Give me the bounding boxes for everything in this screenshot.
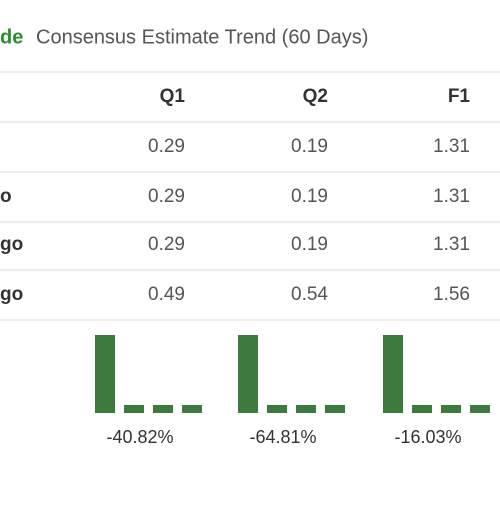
- row-label: go: [0, 234, 23, 255]
- cell-value: 0.49: [148, 284, 185, 305]
- trend-bar: [383, 335, 403, 413]
- trend-bar: [124, 405, 144, 413]
- cell-value: 0.19: [291, 136, 328, 157]
- cell-value: 1.56: [433, 284, 470, 305]
- trend-bar: [441, 405, 461, 413]
- cell-value: 0.19: [291, 234, 328, 255]
- cell-value: 0.29: [148, 186, 185, 207]
- cell-value: 1.31: [433, 136, 470, 157]
- column-header: F1: [448, 86, 471, 107]
- row-label: o: [0, 186, 12, 207]
- trend-bar: [153, 405, 173, 413]
- trend-bar: [182, 405, 202, 413]
- trend-bar: [325, 405, 345, 413]
- cell-value: 0.29: [148, 234, 185, 255]
- trend-bar: [267, 405, 287, 413]
- trend-bar: [470, 405, 490, 413]
- cell-value: 0.54: [291, 284, 328, 305]
- cell-value: 0.19: [291, 186, 328, 207]
- change-label: -64.81%: [249, 427, 316, 447]
- cell-value: 0.29: [148, 136, 185, 157]
- change-label: -40.82%: [106, 427, 173, 447]
- column-header: Q2: [303, 86, 328, 107]
- change-label: -16.03%: [394, 427, 461, 447]
- cell-value: 1.31: [433, 234, 470, 255]
- trend-bar: [412, 405, 432, 413]
- cell-value: 1.31: [433, 186, 470, 207]
- title: Consensus Estimate Trend (60 Days): [36, 26, 368, 48]
- title-prefix: de: [0, 26, 23, 48]
- trend-bar: [296, 405, 316, 413]
- column-header: Q1: [160, 86, 186, 107]
- row-label: go: [0, 284, 23, 305]
- trend-bar: [95, 335, 115, 413]
- trend-bar: [238, 335, 258, 413]
